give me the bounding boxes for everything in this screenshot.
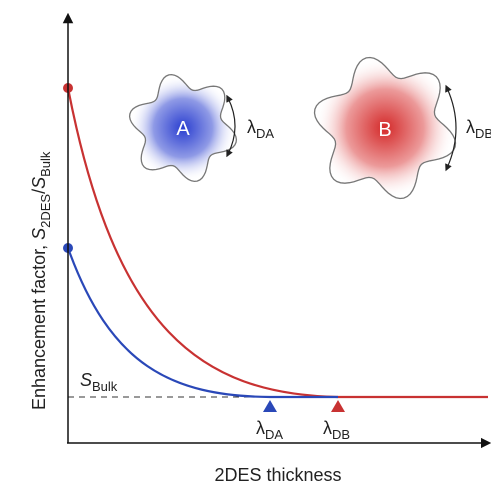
blob-label: B: [378, 119, 391, 141]
blob-a: A λDA: [128, 73, 274, 183]
arrow: [445, 84, 457, 172]
blob-lambda: λDA: [247, 117, 274, 141]
x-label: 2DES thickness: [214, 465, 341, 485]
blue-curve: [66, 247, 338, 399]
bulk-label: SBulk: [80, 370, 118, 394]
blob-shape: [313, 56, 457, 200]
red-curve: [66, 87, 488, 399]
marker-label: λDB: [323, 418, 350, 442]
blob-shape: [128, 73, 238, 183]
marker-label: λDA: [256, 418, 283, 442]
blob-label: A: [176, 118, 190, 140]
arrow: [226, 94, 236, 158]
blob-lambda: λDB: [466, 117, 491, 141]
marker-da: [263, 400, 277, 412]
marker-db: [331, 400, 345, 412]
y-label: Enhancement factor, S2DES/SBulk: [29, 151, 53, 410]
blob-b: B λDB: [313, 56, 491, 200]
